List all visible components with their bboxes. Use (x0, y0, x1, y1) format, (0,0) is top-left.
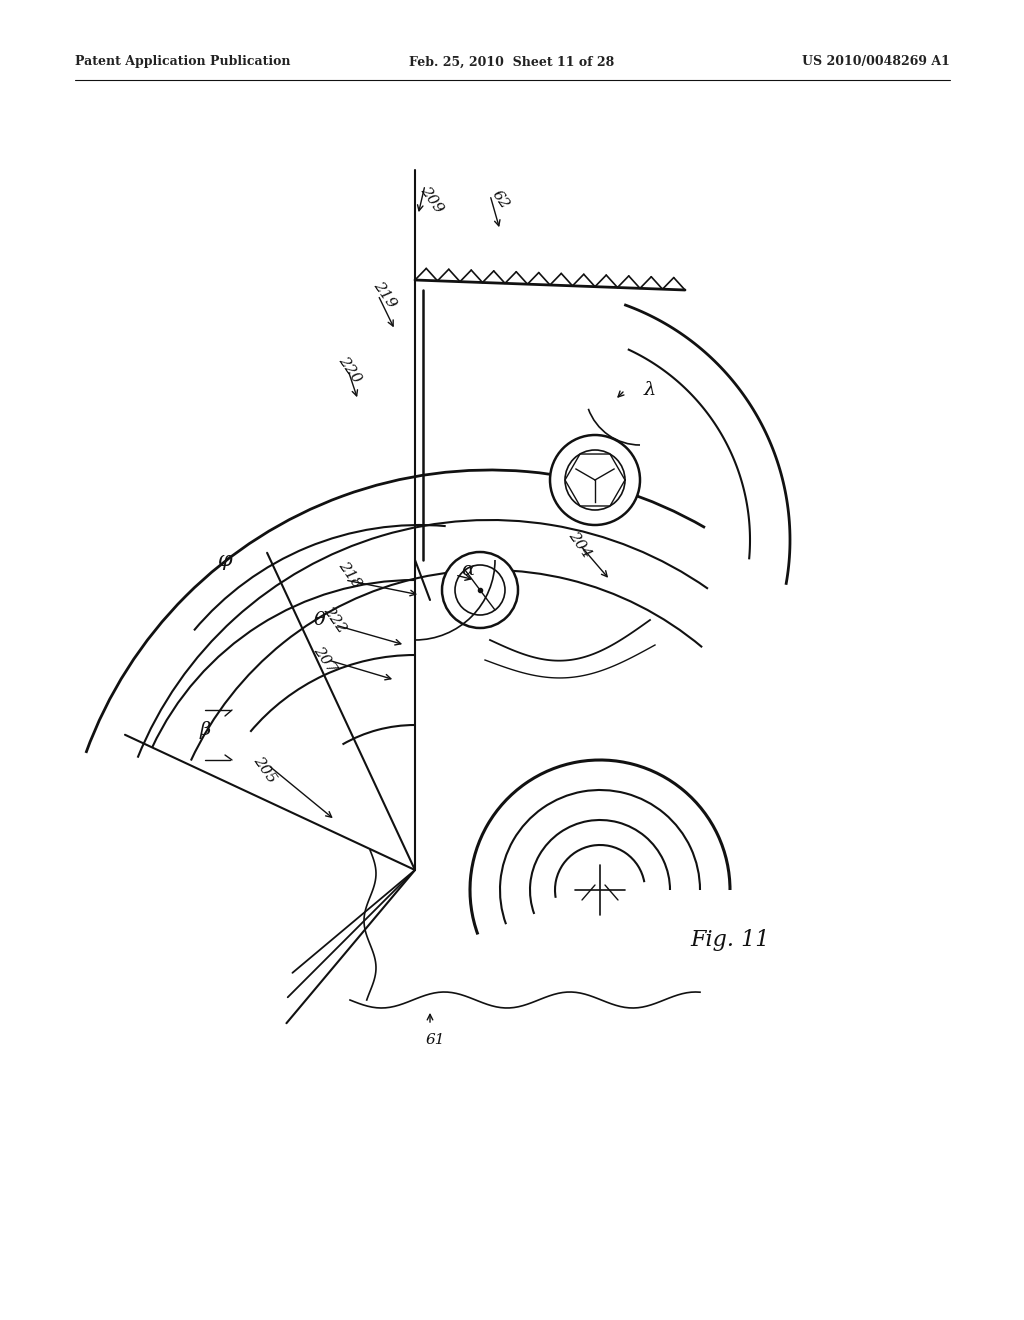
Text: φ: φ (218, 550, 232, 569)
Text: Feb. 25, 2010  Sheet 11 of 28: Feb. 25, 2010 Sheet 11 of 28 (410, 55, 614, 69)
Text: λ: λ (644, 381, 656, 399)
Text: 220: 220 (336, 354, 365, 385)
Text: α: α (462, 561, 474, 579)
Circle shape (442, 552, 518, 628)
Text: β: β (200, 721, 211, 739)
Circle shape (550, 436, 640, 525)
Text: Fig. 11: Fig. 11 (690, 929, 769, 950)
Text: Patent Application Publication: Patent Application Publication (75, 55, 291, 69)
Text: 62: 62 (488, 187, 511, 213)
Text: θ: θ (314, 611, 326, 630)
Text: US 2010/0048269 A1: US 2010/0048269 A1 (802, 55, 950, 69)
Text: 218: 218 (336, 558, 365, 591)
Text: 207: 207 (311, 644, 339, 676)
Text: 204: 204 (566, 529, 594, 561)
Text: 209: 209 (418, 183, 446, 216)
Text: 61: 61 (425, 1034, 444, 1047)
Text: 222: 222 (321, 605, 349, 636)
Text: 205: 205 (251, 754, 280, 785)
Text: 219: 219 (371, 279, 399, 312)
